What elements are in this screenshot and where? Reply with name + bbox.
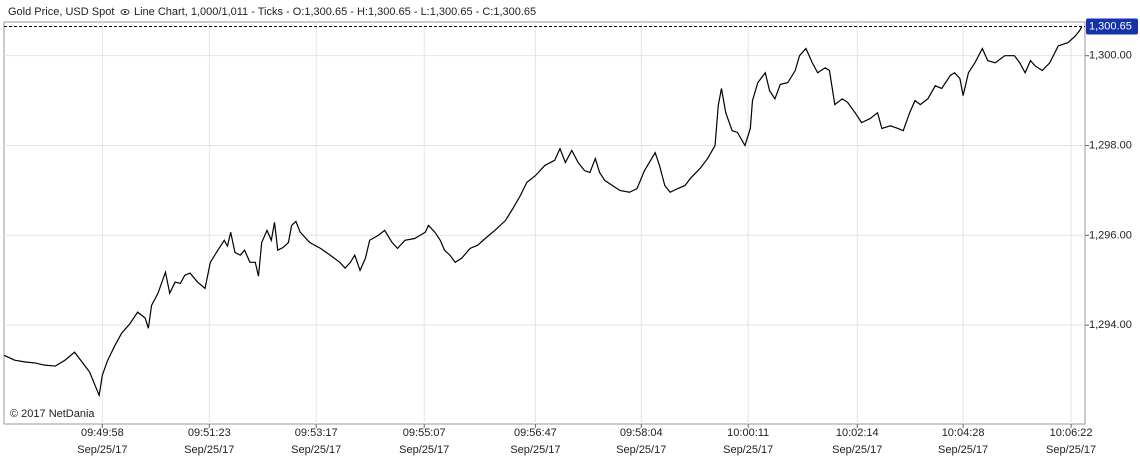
x-tick-sublabel: Sep/25/17: [184, 444, 234, 456]
x-tick-sublabel: Sep/25/17: [938, 444, 988, 456]
x-tick-sublabel: Sep/25/17: [291, 444, 341, 456]
x-tick-label: 09:53:17: [295, 427, 338, 439]
y-tick-label: 1,298.00: [1089, 139, 1132, 151]
chart-title: Gold Price, USD Spot: [8, 6, 114, 18]
x-tick-label: 10:02:14: [836, 427, 879, 439]
x-tick-sublabel: Sep/25/17: [510, 444, 560, 456]
copyright: © 2017 NetDania: [10, 408, 95, 420]
y-tick-label: 1,294.00: [1089, 319, 1132, 331]
x-tick-sublabel: Sep/25/17: [723, 444, 773, 456]
x-tick-label: 09:56:47: [514, 427, 557, 439]
x-tick-label: 09:51:23: [188, 427, 231, 439]
x-tick-sublabel: Sep/25/17: [832, 444, 882, 456]
chart-type-icon: [120, 9, 130, 15]
x-tick-sublabel: Sep/25/17: [616, 444, 666, 456]
y-tick-label: 1,300.00: [1089, 50, 1132, 62]
y-tick-label: 1,296.00: [1089, 229, 1132, 241]
plot-frame: [3, 21, 1086, 425]
x-tick-label: 09:49:58: [81, 427, 124, 439]
last-price-label: 1,300.65: [1089, 20, 1132, 32]
x-tick-sublabel: Sep/25/17: [77, 444, 127, 456]
x-tick-label: 10:06:22: [1050, 427, 1093, 439]
price-line: [3, 26, 1083, 398]
x-tick-label: 09:58:04: [620, 427, 663, 439]
x-tick-sublabel: Sep/25/17: [399, 444, 449, 456]
x-tick-label: 10:04:28: [942, 427, 985, 439]
x-tick-sublabel: Sep/25/17: [1046, 444, 1096, 456]
chart-subtitle: Line Chart, 1,000/1,011 - Ticks - O:1,30…: [134, 6, 536, 18]
x-tick-label: 10:00:11: [727, 427, 769, 439]
last-price-tag: [1086, 18, 1138, 35]
x-tick-label: 09:55:07: [403, 427, 446, 439]
